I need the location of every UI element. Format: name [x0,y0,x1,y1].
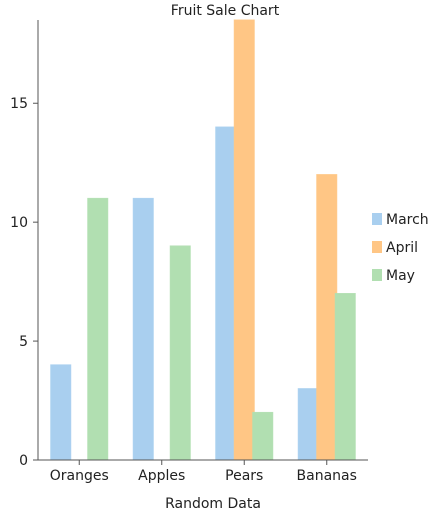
legend-item-may: May [372,268,415,284]
chart-title: Fruit Sale Chart [171,3,280,19]
legend-swatch [372,241,382,253]
x-axis: Oranges Apples Pears Bananas [38,459,368,484]
bar-may-bananas [334,293,356,461]
bar-may-apples [169,245,191,461]
bar-april-pears [233,19,255,461]
plot-area [50,19,356,461]
legend-label: April [386,240,418,256]
bar-march-pears [215,126,237,461]
legend-item-april: April [372,240,418,256]
y-tick-label: 10 [10,215,28,231]
bar-may-pears [252,411,274,461]
y-axis: 0 5 10 15 [10,20,39,469]
x-tick-label: Pears [225,468,263,484]
x-tick-label: Bananas [297,468,357,484]
legend-swatch [372,213,382,225]
x-tick-label: Oranges [50,468,109,484]
bar-march-apples [132,197,154,461]
x-axis-label: Random Data [165,496,261,512]
y-tick-label: 15 [10,96,28,112]
legend-label: March [386,212,429,228]
x-tick-label: Apples [138,468,185,484]
y-tick-label: 0 [19,453,28,469]
y-tick-label: 5 [19,334,28,350]
bar-april-bananas [316,174,338,461]
bar-march-oranges [50,364,72,461]
legend-item-march: March [372,212,429,228]
bar-march-bananas [297,388,319,461]
bar-may-oranges [87,197,109,461]
legend: March April May [372,212,429,284]
legend-swatch [372,269,382,281]
legend-label: May [386,268,415,284]
